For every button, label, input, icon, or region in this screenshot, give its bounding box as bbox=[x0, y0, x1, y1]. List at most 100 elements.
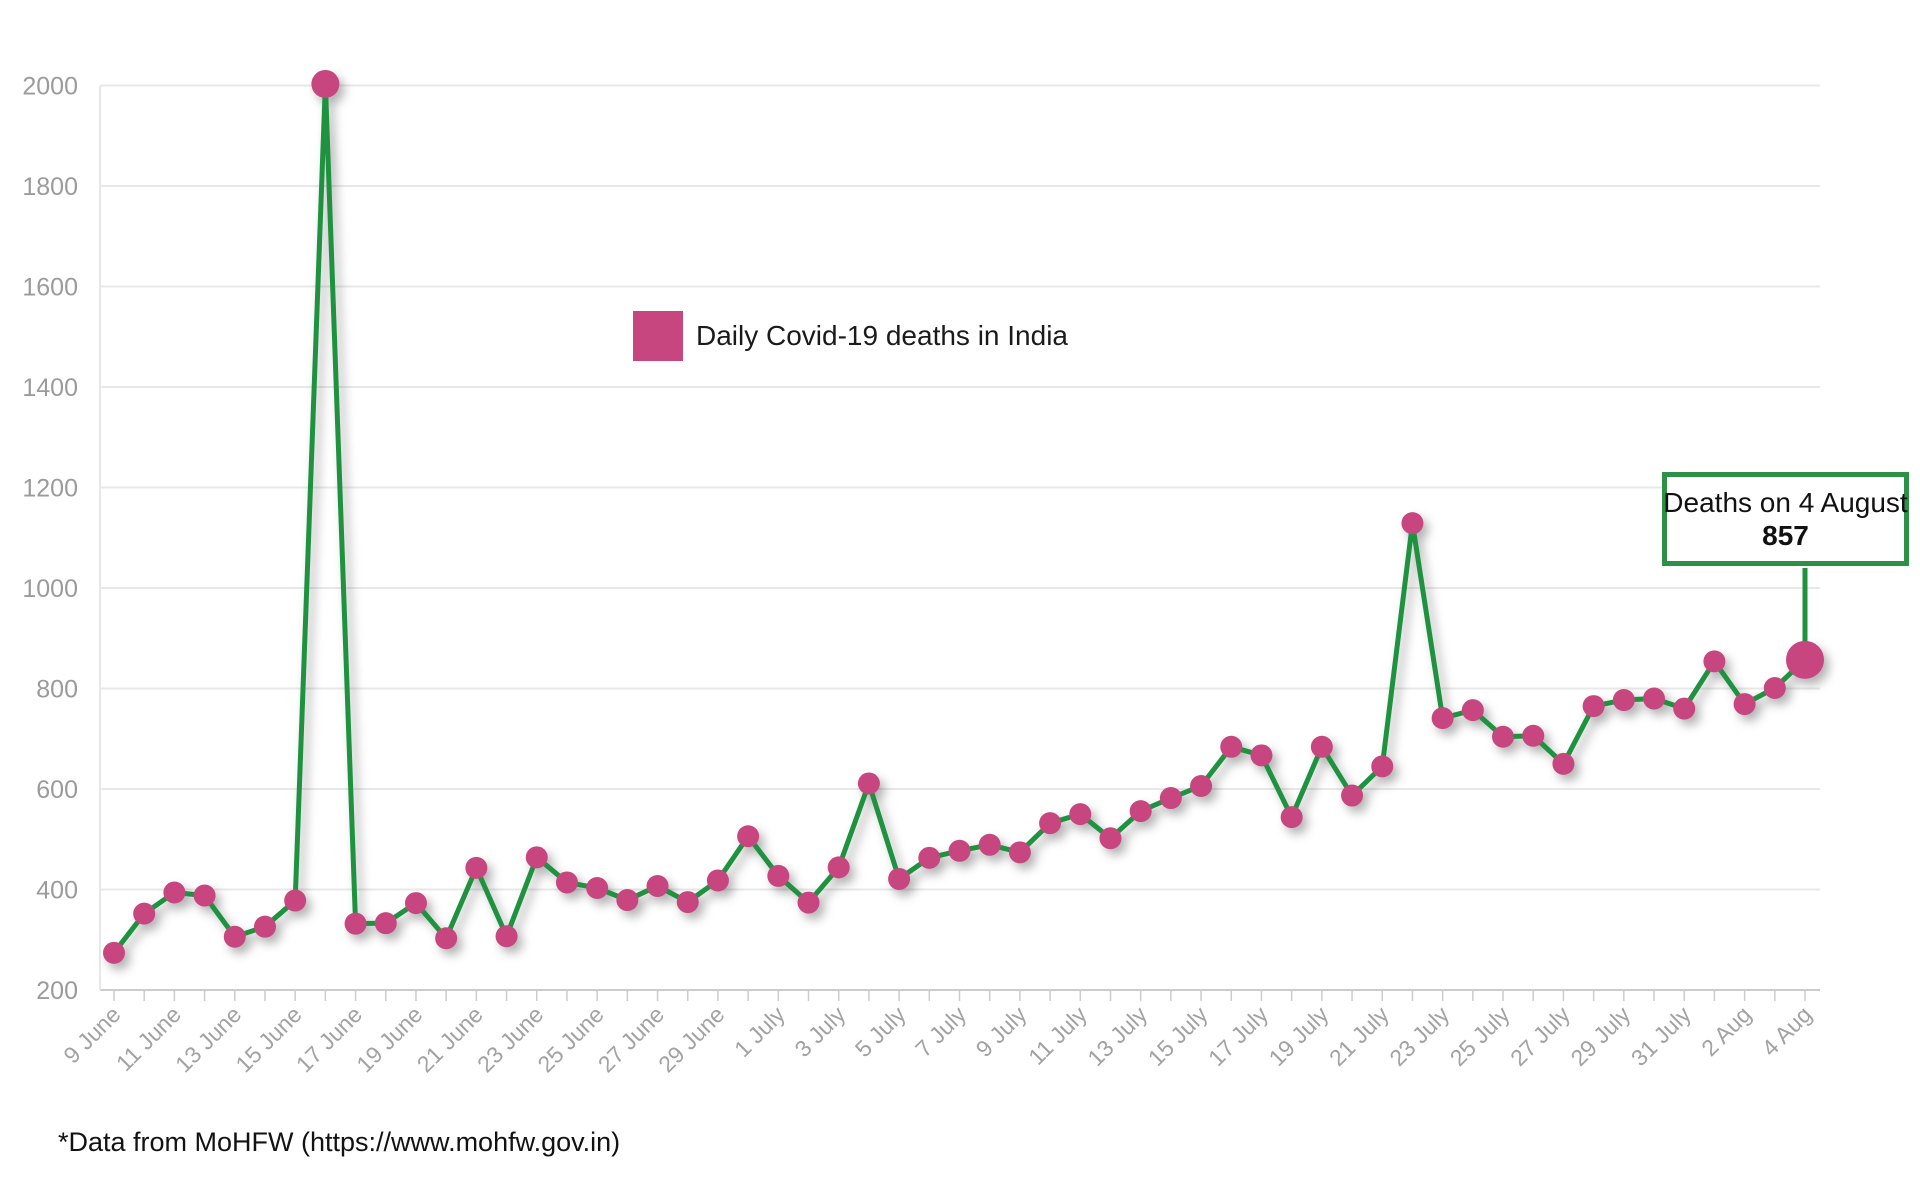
data-point bbox=[918, 846, 941, 869]
data-point bbox=[1220, 735, 1243, 758]
source-note: *Data from MoHFW (https://www.mohfw.gov.… bbox=[58, 1127, 621, 1157]
x-tick-label: 31 July bbox=[1626, 1001, 1696, 1071]
data-point bbox=[311, 69, 340, 98]
data-point bbox=[465, 856, 488, 879]
x-tick-label: 13 June bbox=[170, 1001, 246, 1077]
y-tick-label: 1200 bbox=[22, 475, 78, 503]
x-tick-label: 15 July bbox=[1143, 1001, 1213, 1071]
y-tick-label: 1000 bbox=[22, 575, 78, 603]
y-tick-label: 1600 bbox=[22, 274, 78, 302]
x-tick-label: 9 July bbox=[971, 1001, 1032, 1062]
data-point bbox=[827, 856, 850, 879]
x-tick-label: 11 July bbox=[1023, 1001, 1092, 1070]
y-axis-labels: 200 400 600 800 1000 1200 1400 1600 1800 2000 bbox=[22, 73, 78, 1006]
y-tick-label: 1400 bbox=[22, 374, 78, 402]
gridlines bbox=[99, 84, 1820, 991]
data-point bbox=[374, 912, 397, 935]
x-tick-label: 27 June bbox=[593, 1001, 669, 1077]
data-point bbox=[888, 867, 911, 890]
data-point bbox=[616, 889, 639, 912]
data-point bbox=[1371, 755, 1394, 778]
x-tick-label: 15 June bbox=[230, 1001, 306, 1077]
series bbox=[103, 69, 1824, 964]
data-point bbox=[1099, 827, 1122, 850]
data-point bbox=[1522, 724, 1545, 747]
y-tick-label: 2000 bbox=[22, 73, 78, 101]
data-point bbox=[495, 925, 518, 948]
x-axis-ticks bbox=[113, 990, 1806, 1001]
x-tick-label: 3 July bbox=[789, 1001, 850, 1062]
data-point bbox=[706, 869, 729, 892]
data-point bbox=[284, 889, 307, 912]
y-tick-label: 1800 bbox=[22, 173, 78, 201]
x-tick-label: 27 July bbox=[1505, 1001, 1575, 1071]
data-point bbox=[737, 825, 760, 848]
data-point bbox=[344, 912, 367, 935]
x-tick-label: 19 June bbox=[351, 1001, 427, 1077]
data-point bbox=[1461, 699, 1484, 722]
data-point bbox=[133, 902, 156, 925]
data-point bbox=[525, 846, 548, 869]
data-point bbox=[193, 884, 216, 907]
legend-label: Daily Covid-19 deaths in India bbox=[696, 320, 1068, 351]
data-point bbox=[1190, 774, 1213, 797]
x-tick-label: 7 July bbox=[910, 1001, 971, 1062]
data-point bbox=[1492, 725, 1515, 748]
data-point bbox=[978, 833, 1001, 856]
data-point bbox=[1612, 689, 1635, 712]
legend-swatch bbox=[633, 311, 683, 361]
y-tick-label: 600 bbox=[36, 776, 78, 804]
data-point bbox=[676, 891, 699, 914]
data-point bbox=[1280, 806, 1303, 829]
x-tick-label: 25 July bbox=[1445, 1001, 1515, 1071]
y-tick-label: 200 bbox=[36, 977, 78, 1005]
x-tick-label: 23 June bbox=[472, 1001, 548, 1077]
data-point bbox=[253, 915, 276, 938]
x-tick-label: 21 July bbox=[1324, 1001, 1394, 1071]
data-point bbox=[797, 891, 820, 914]
data-point bbox=[1008, 841, 1031, 864]
data-point bbox=[555, 871, 578, 894]
data-point bbox=[1310, 735, 1333, 758]
data-point bbox=[1159, 787, 1182, 810]
x-tick-label: 25 June bbox=[532, 1001, 608, 1077]
data-point bbox=[1129, 800, 1152, 823]
data-point bbox=[857, 772, 880, 795]
data-point bbox=[223, 925, 246, 948]
annotation-callout: Deaths on 4 August 857 bbox=[1662, 472, 1909, 566]
x-tick-label: 4 Aug bbox=[1757, 1001, 1817, 1061]
x-tick-label: 29 July bbox=[1565, 1001, 1635, 1071]
data-point bbox=[1552, 752, 1575, 775]
x-tick-label: 1 July bbox=[729, 1001, 790, 1062]
data-point bbox=[1673, 697, 1696, 720]
data-point bbox=[1643, 687, 1666, 710]
data-point bbox=[1039, 812, 1062, 835]
data-point bbox=[1069, 803, 1092, 826]
data-point bbox=[103, 941, 125, 964]
annotation-title: Deaths on 4 August bbox=[1663, 487, 1908, 518]
x-tick-label: 2 Aug bbox=[1696, 1001, 1756, 1061]
data-point bbox=[435, 927, 458, 950]
y-tick-label: 800 bbox=[36, 676, 78, 704]
x-tick-label: 19 July bbox=[1263, 1001, 1333, 1071]
data-point bbox=[1733, 693, 1756, 716]
data-point bbox=[948, 839, 971, 862]
data-point bbox=[1401, 512, 1424, 535]
x-tick-label: 17 June bbox=[291, 1001, 367, 1077]
y-tick-label: 400 bbox=[36, 877, 78, 905]
annotation-value: 857 bbox=[1762, 520, 1809, 551]
data-point bbox=[1763, 676, 1786, 699]
x-tick-label: 17 July bbox=[1203, 1001, 1273, 1071]
data-point bbox=[1582, 695, 1605, 718]
data-point bbox=[646, 874, 669, 897]
data-point bbox=[163, 881, 186, 904]
data-point bbox=[767, 864, 790, 887]
data-point bbox=[1431, 707, 1454, 730]
series-line bbox=[111, 81, 1808, 956]
data-point bbox=[586, 876, 609, 899]
x-tick-label: 29 June bbox=[653, 1001, 729, 1077]
x-tick-label: 21 June bbox=[412, 1001, 488, 1077]
